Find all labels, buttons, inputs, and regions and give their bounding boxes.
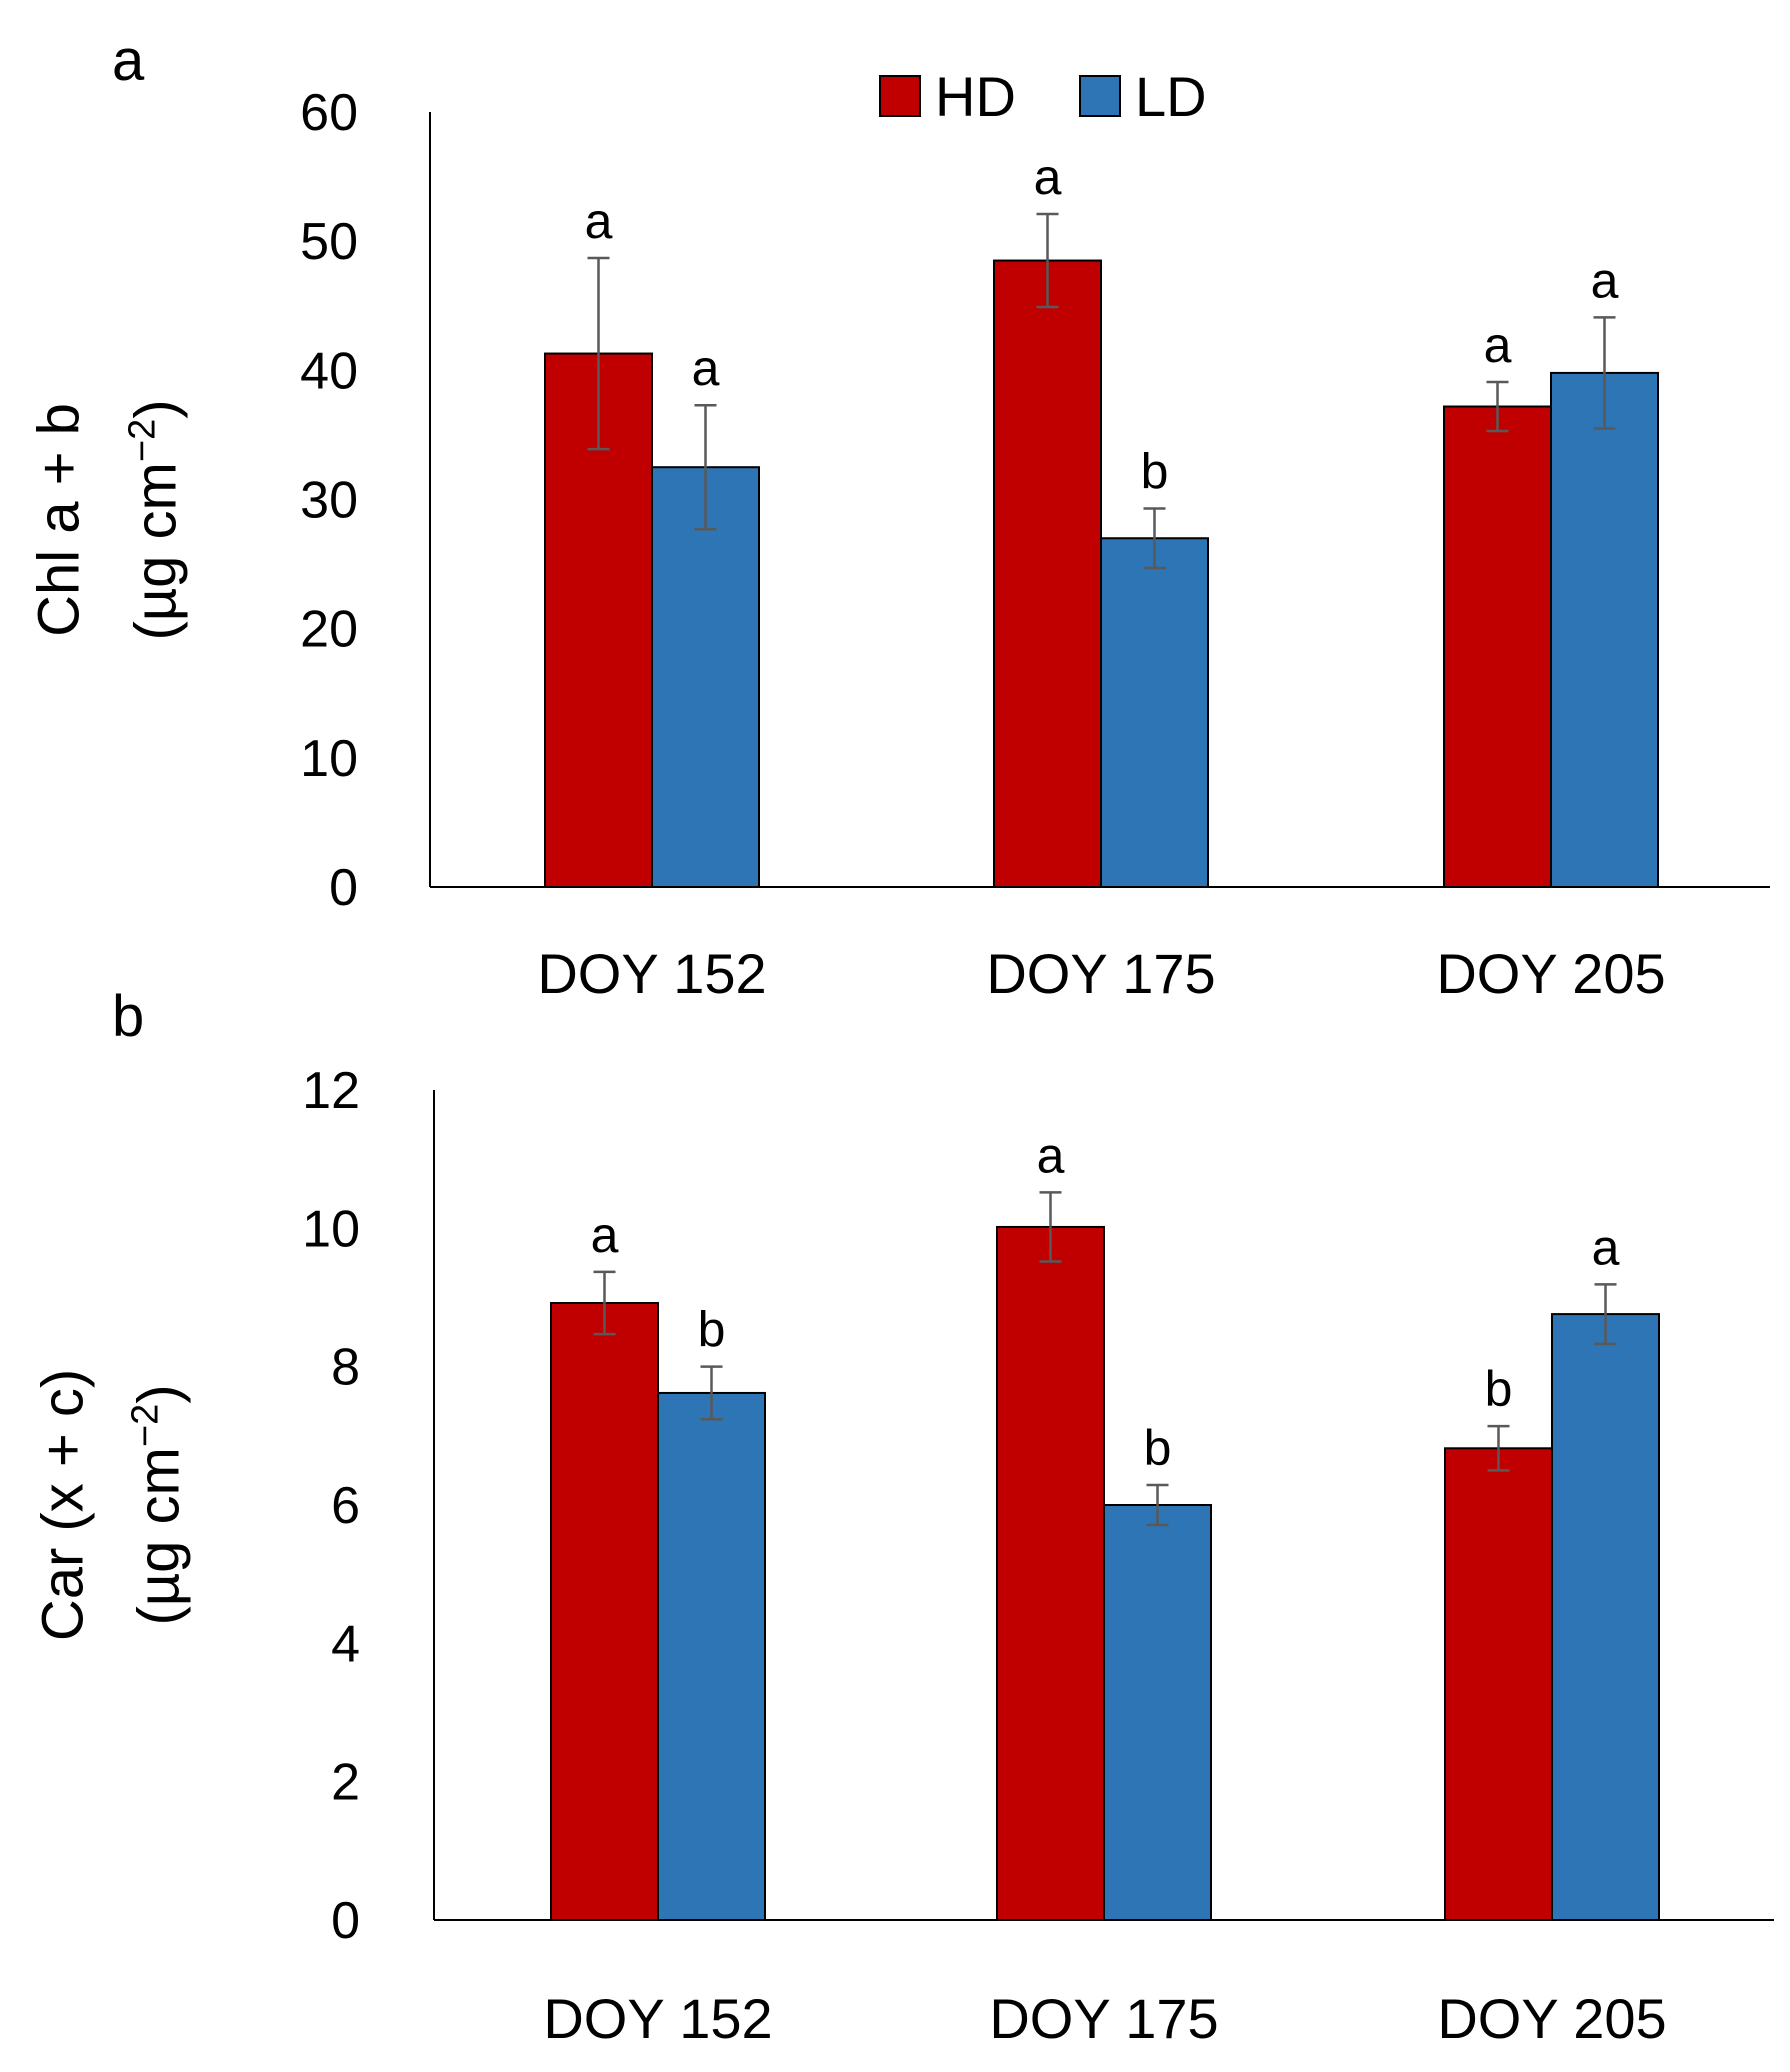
bar-ld-0	[657, 1391, 766, 1921]
bar-hd-2	[1443, 405, 1552, 888]
y-tick-label: 30	[300, 472, 358, 530]
significance-letter: a	[1592, 1219, 1620, 1275]
significance-letter: b	[1144, 1420, 1172, 1476]
y-tick-label: 8	[331, 1339, 360, 1397]
x-tick-label: DOY 152	[537, 942, 766, 1005]
bar-ld-2	[1551, 1313, 1660, 1921]
chart-panel-a: a 0 10 20 30 40 50 60 Chl a + b (µg cm−2) a a DOY 15…	[26, 28, 1770, 1005]
significance-letter: b	[1141, 444, 1169, 500]
chart-panel-b: b 0 2 4 6 8 10 12 Car (x + c) (µg cm−2) a b DOY 152 a…	[30, 984, 1774, 2050]
y-axis-label-superscript: −2	[124, 1404, 166, 1447]
x-tick-label: DOY 152	[543, 1987, 772, 2050]
y-tick-label: 4	[331, 1615, 360, 1673]
x-tick-label: DOY 205	[1437, 1987, 1666, 2050]
y-tick-label: 12	[302, 1062, 360, 1120]
significance-letter: a	[1484, 317, 1512, 373]
significance-letter: b	[698, 1302, 726, 1358]
y-axis-label-line2: (µg cm−2)	[121, 399, 188, 640]
significance-letter: a	[591, 1207, 619, 1263]
y-tick-label: 6	[331, 1477, 360, 1535]
bar-ld-1	[1100, 537, 1209, 888]
y-tick-label: 20	[300, 601, 358, 659]
significance-letter: a	[1034, 149, 1062, 205]
x-tick-label: DOY 175	[986, 942, 1215, 1005]
x-tick-label: DOY 205	[1436, 942, 1665, 1005]
y-axis-label-superscript: −2	[121, 419, 163, 462]
y-tick-label: 2	[331, 1754, 360, 1812]
panel-label: a	[112, 28, 145, 93]
y-tick-label: 60	[300, 84, 358, 142]
y-axis-label-close: )	[126, 1384, 191, 1403]
y-tick-label: 0	[329, 859, 358, 917]
y-axis-label-line1: Chl a + b	[26, 403, 91, 637]
bar-ld-2	[1550, 371, 1659, 888]
y-tick-label: 0	[331, 1892, 360, 1950]
bar-hd-1	[996, 1225, 1105, 1921]
bar-ld-0	[651, 466, 760, 888]
y-tick-label: 50	[300, 213, 358, 271]
legend-label-hd: HD	[935, 65, 1016, 128]
y-axis-label-line1: Car (x + c)	[30, 1369, 95, 1641]
legend: HD LD	[879, 65, 1207, 128]
x-tick-label: DOY 175	[989, 1987, 1218, 2050]
y-axis-label-close: )	[123, 399, 188, 418]
bar-ld-1	[1103, 1504, 1212, 1921]
significance-letter: b	[1485, 1361, 1513, 1417]
panel-label: b	[112, 984, 144, 1049]
legend-swatch-hd	[879, 75, 921, 117]
y-tick-label: 40	[300, 342, 358, 400]
y-axis-label-line2: (µg cm−2)	[124, 1384, 191, 1625]
y-axis-label-unit: (µg cm	[123, 462, 188, 640]
significance-letter: a	[585, 193, 613, 249]
y-tick-label: 10	[300, 730, 358, 788]
legend-label-ld: LD	[1135, 65, 1207, 128]
y-tick-label: 10	[302, 1200, 360, 1258]
significance-letter: a	[1037, 1127, 1065, 1183]
y-axis-label-unit: (µg cm	[126, 1447, 191, 1625]
bar-hd-2	[1444, 1447, 1553, 1921]
significance-letter: a	[1591, 252, 1619, 308]
legend-swatch-ld	[1079, 75, 1121, 117]
bar-hd-0	[550, 1302, 659, 1921]
bar-hd-1	[993, 259, 1102, 888]
significance-letter: a	[692, 340, 720, 396]
